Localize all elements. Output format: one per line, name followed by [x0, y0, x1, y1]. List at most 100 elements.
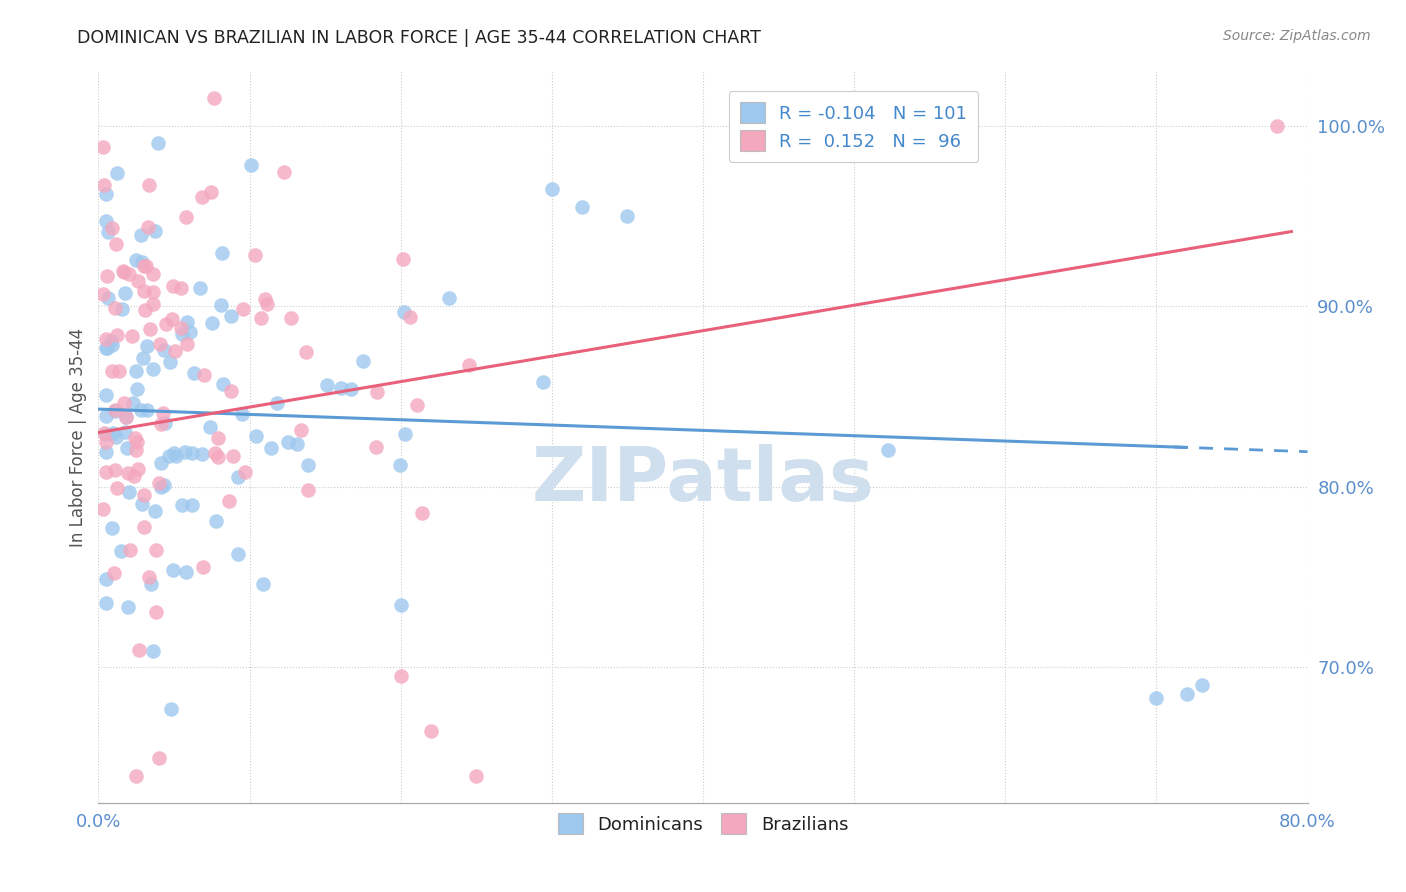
- Point: [117, 467, 139, 481]
- Point: [117, 485, 139, 500]
- Point: [394, 427, 416, 442]
- Point: [169, 281, 191, 295]
- Point: [122, 468, 145, 483]
- Point: [183, 366, 205, 380]
- Point: [190, 447, 212, 461]
- Point: [457, 358, 479, 372]
- Point: [125, 769, 148, 783]
- Point: [104, 430, 127, 444]
- Text: Source: ZipAtlas.com: Source: ZipAtlas.com: [1223, 29, 1371, 43]
- Point: [135, 260, 157, 274]
- Point: [201, 317, 224, 331]
- Point: [162, 279, 184, 293]
- Point: [104, 403, 127, 417]
- Point: [132, 520, 155, 534]
- Point: [163, 446, 186, 460]
- Point: [105, 328, 128, 343]
- Point: [145, 605, 167, 619]
- Point: [101, 338, 124, 352]
- Point: [280, 311, 302, 326]
- Point: [96, 341, 118, 355]
- Point: [222, 450, 245, 464]
- Point: [94, 434, 117, 449]
- Point: [219, 309, 242, 323]
- Point: [204, 446, 226, 460]
- Y-axis label: In Labor Force | Age 35-44: In Labor Force | Age 35-44: [69, 327, 87, 547]
- Point: [107, 364, 129, 378]
- Point: [136, 220, 159, 235]
- Point: [134, 302, 156, 317]
- Point: [165, 449, 187, 463]
- Point: [290, 423, 312, 437]
- Legend: Dominicans, Brazilians: Dominicans, Brazilians: [550, 806, 856, 841]
- Point: [139, 322, 162, 336]
- Point: [160, 702, 183, 716]
- Point: [135, 338, 157, 352]
- Point: [94, 572, 117, 586]
- Point: [114, 409, 136, 424]
- Point: [200, 419, 222, 434]
- Point: [339, 382, 361, 396]
- Point: [437, 291, 460, 305]
- Point: [93, 426, 115, 441]
- Point: [134, 488, 156, 502]
- Point: [226, 470, 249, 484]
- Text: DOMINICAN VS BRAZILIAN IN LABOR FORCE | AGE 35-44 CORRELATION CHART: DOMINICAN VS BRAZILIAN IN LABOR FORCE | …: [77, 29, 761, 46]
- Point: [112, 265, 135, 279]
- Point: [110, 544, 132, 558]
- Point: [122, 396, 145, 410]
- Point: [104, 402, 127, 417]
- Point: [103, 301, 125, 316]
- Point: [131, 351, 153, 365]
- Point: [252, 576, 274, 591]
- Point: [132, 259, 155, 273]
- Point: [465, 769, 488, 783]
- Point: [877, 442, 900, 457]
- Point: [127, 462, 149, 476]
- Point: [152, 406, 174, 420]
- Point: [266, 396, 288, 410]
- Point: [148, 136, 170, 150]
- Point: [125, 252, 148, 267]
- Point: [200, 185, 222, 199]
- Point: [145, 543, 167, 558]
- Point: [243, 248, 266, 262]
- Point: [114, 425, 136, 440]
- Point: [287, 437, 309, 451]
- Point: [157, 449, 180, 463]
- Point: [112, 396, 135, 410]
- Point: [191, 190, 214, 204]
- Point: [91, 502, 114, 516]
- Point: [127, 382, 149, 396]
- Point: [91, 286, 114, 301]
- Point: [148, 750, 170, 764]
- Point: [231, 407, 253, 421]
- Point: [142, 285, 165, 300]
- Point: [150, 456, 173, 470]
- Point: [540, 182, 562, 196]
- Point: [253, 292, 276, 306]
- Point: [420, 723, 443, 738]
- Point: [94, 342, 117, 356]
- Point: [207, 450, 229, 465]
- Point: [389, 669, 412, 683]
- Point: [232, 302, 254, 317]
- Point: [94, 213, 117, 227]
- Point: [392, 305, 415, 319]
- Point: [94, 445, 117, 459]
- Point: [142, 362, 165, 376]
- Point: [352, 354, 374, 368]
- Point: [124, 363, 146, 377]
- Point: [1267, 119, 1289, 133]
- Point: [193, 560, 215, 574]
- Point: [294, 345, 316, 359]
- Point: [101, 425, 124, 440]
- Point: [105, 481, 128, 495]
- Point: [219, 384, 242, 399]
- Point: [1175, 688, 1198, 702]
- Point: [100, 334, 122, 348]
- Point: [114, 286, 136, 301]
- Point: [366, 385, 388, 400]
- Point: [172, 327, 194, 342]
- Point: [93, 178, 115, 192]
